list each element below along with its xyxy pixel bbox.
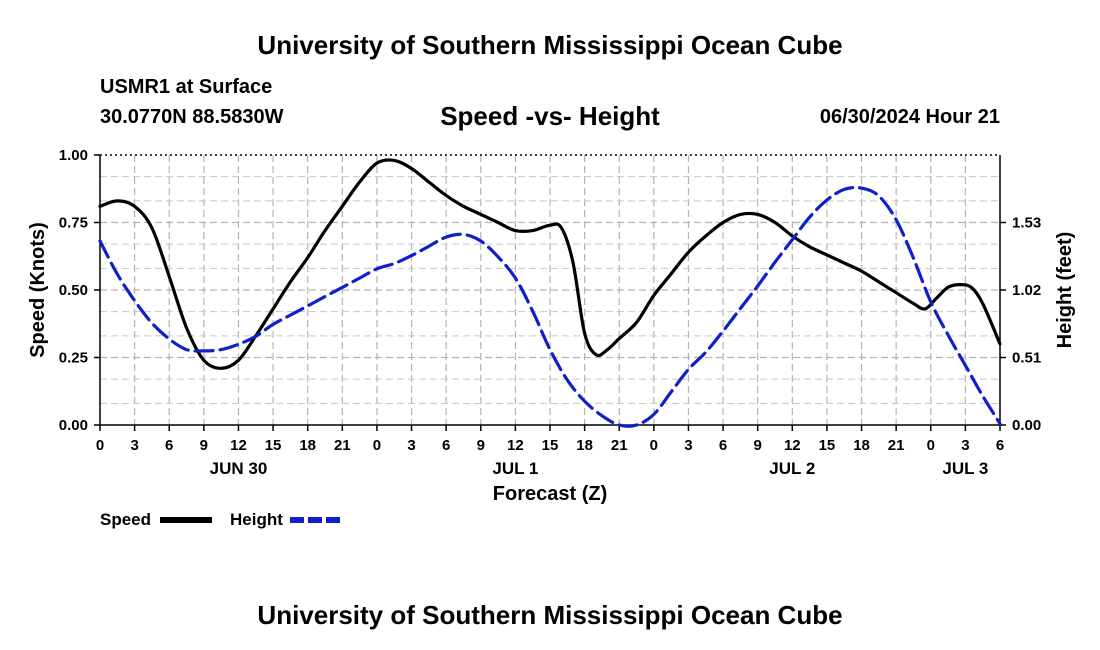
x-tick-label: 21 (334, 437, 351, 454)
y2-tick-label: 0.51 (1012, 350, 1041, 367)
y-axis-label-right: Height (feet) (1054, 232, 1076, 349)
y-tick-label: 1.00 (59, 147, 88, 164)
legend: Speed Height (100, 510, 342, 529)
x-tick-label: 0 (927, 437, 935, 454)
x-tick-label: 0 (650, 437, 658, 454)
day-label: JUL 2 (769, 459, 815, 478)
y2-tick-label: 1.53 (1012, 215, 1041, 232)
y-tick-label: 0.00 (59, 417, 88, 434)
x-tick-label: 0 (373, 437, 381, 454)
x-tick-label: 6 (442, 437, 450, 454)
chart-subtitle: Speed -vs- Height (440, 101, 660, 131)
forecast-datetime: 06/30/2024 Hour 21 (819, 106, 1000, 128)
axis-labels: Forecast (Z) Speed (Knots) Height (feet)… (27, 147, 1076, 505)
station-coordinates: 30.0770N 88.5830W (100, 106, 284, 128)
bottom-title: University of Southern Mississippi Ocean… (257, 600, 843, 630)
x-tick-label: 3 (130, 437, 138, 454)
x-tick-label: 3 (684, 437, 692, 454)
x-tick-label: 0 (96, 437, 104, 454)
x-tick-label: 18 (299, 437, 316, 454)
y2-tick-label: 0.00 (1012, 417, 1041, 434)
legend-speed-label: Speed (100, 510, 151, 529)
x-tick-label: 21 (888, 437, 905, 454)
x-tick-label: 12 (784, 437, 801, 454)
x-tick-label: 12 (507, 437, 524, 454)
legend-height-label: Height (230, 510, 283, 529)
x-tick-label: 18 (853, 437, 870, 454)
day-label: JUL 1 (492, 459, 538, 478)
x-tick-label: 12 (230, 437, 247, 454)
x-tick-label: 9 (477, 437, 485, 454)
x-tick-label: 15 (542, 437, 559, 454)
x-tick-label: 6 (996, 437, 1004, 454)
series-line-speed (98, 158, 1002, 370)
y2-tick-label: 1.02 (1012, 282, 1041, 299)
station-label: USMR1 at Surface (100, 76, 273, 98)
y-tick-label: 0.25 (59, 350, 88, 367)
x-axis-label: Forecast (Z) (493, 483, 607, 505)
axes (94, 154, 1006, 431)
y-tick-label: 0.75 (59, 215, 88, 232)
x-tick-label: 15 (819, 437, 836, 454)
chart-title: University of Southern Mississippi Ocean… (257, 30, 843, 60)
x-tick-label: 6 (719, 437, 727, 454)
x-tick-label: 21 (611, 437, 628, 454)
x-tick-label: 9 (200, 437, 208, 454)
grid-lines (100, 155, 1000, 425)
day-label: JUN 30 (210, 459, 268, 478)
x-tick-label: 15 (265, 437, 282, 454)
x-tick-label: 3 (407, 437, 415, 454)
x-tick-label: 9 (754, 437, 762, 454)
y-tick-label: 0.50 (59, 282, 88, 299)
x-tick-label: 6 (165, 437, 173, 454)
series-layer (98, 158, 1002, 428)
x-tick-label: 18 (576, 437, 593, 454)
y-axis-label-left: Speed (Knots) (27, 222, 49, 358)
day-label: JUL 3 (942, 459, 988, 478)
series-line-height (98, 185, 1002, 428)
x-tick-label: 3 (961, 437, 969, 454)
